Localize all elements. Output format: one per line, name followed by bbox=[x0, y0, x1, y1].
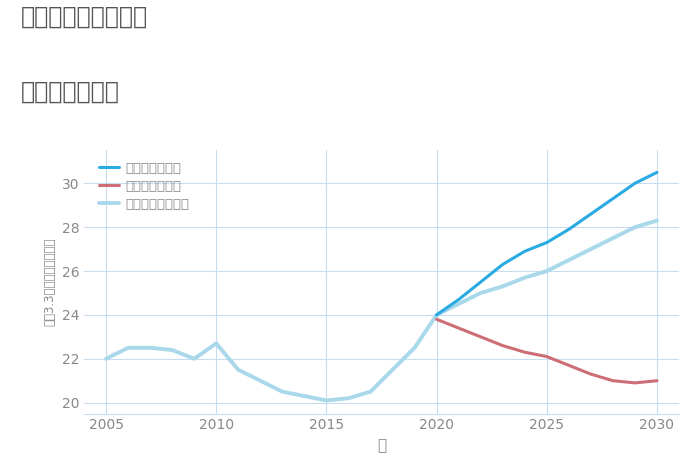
ノーマルシナリオ bbox=[102, 356, 110, 361]
ノーマルシナリオ bbox=[454, 301, 463, 307]
グッドシナリオ bbox=[565, 227, 573, 232]
グッドシナリオ bbox=[498, 262, 507, 267]
ノーマルシナリオ bbox=[190, 356, 198, 361]
ノーマルシナリオ bbox=[542, 268, 551, 274]
バッドシナリオ bbox=[565, 362, 573, 368]
ノーマルシナリオ bbox=[256, 378, 265, 384]
Line: バッドシナリオ: バッドシナリオ bbox=[437, 319, 657, 383]
バッドシナリオ bbox=[631, 380, 639, 386]
バッドシナリオ bbox=[609, 378, 617, 384]
X-axis label: 年: 年 bbox=[377, 438, 386, 453]
ノーマルシナリオ bbox=[366, 389, 375, 394]
ノーマルシナリオ bbox=[300, 393, 309, 399]
ノーマルシナリオ bbox=[521, 275, 529, 281]
ノーマルシナリオ bbox=[212, 341, 220, 346]
バッドシナリオ bbox=[521, 349, 529, 355]
バッドシナリオ bbox=[498, 343, 507, 348]
Line: ノーマルシナリオ: ノーマルシナリオ bbox=[106, 220, 657, 400]
グッドシナリオ bbox=[454, 297, 463, 302]
ノーマルシナリオ bbox=[653, 218, 662, 223]
バッドシナリオ bbox=[433, 316, 441, 322]
Y-axis label: 平（3.3㎡）単価（万円）: 平（3.3㎡）単価（万円） bbox=[43, 238, 56, 326]
グッドシナリオ bbox=[587, 211, 595, 217]
グッドシナリオ bbox=[609, 196, 617, 202]
グッドシナリオ bbox=[433, 312, 441, 318]
グッドシナリオ bbox=[477, 279, 485, 285]
ノーマルシナリオ bbox=[389, 367, 397, 373]
バッドシナリオ bbox=[587, 371, 595, 377]
ノーマルシナリオ bbox=[565, 257, 573, 263]
ノーマルシナリオ bbox=[168, 347, 176, 353]
バッドシナリオ bbox=[542, 354, 551, 360]
ノーマルシナリオ bbox=[344, 395, 353, 401]
ノーマルシナリオ bbox=[146, 345, 154, 351]
グッドシナリオ bbox=[521, 249, 529, 254]
Line: グッドシナリオ: グッドシナリオ bbox=[437, 172, 657, 315]
Legend: グッドシナリオ, バッドシナリオ, ノーマルシナリオ: グッドシナリオ, バッドシナリオ, ノーマルシナリオ bbox=[97, 160, 192, 213]
ノーマルシナリオ bbox=[234, 367, 242, 373]
バッドシナリオ bbox=[454, 325, 463, 331]
Text: 埼玉県熊谷市西城の: 埼玉県熊谷市西城の bbox=[21, 5, 148, 29]
ノーマルシナリオ bbox=[278, 389, 286, 394]
ノーマルシナリオ bbox=[124, 345, 132, 351]
グッドシナリオ bbox=[631, 180, 639, 186]
ノーマルシナリオ bbox=[587, 246, 595, 252]
ノーマルシナリオ bbox=[410, 345, 419, 351]
ノーマルシナリオ bbox=[433, 312, 441, 318]
ノーマルシナリオ bbox=[498, 283, 507, 289]
ノーマルシナリオ bbox=[631, 224, 639, 230]
ノーマルシナリオ bbox=[322, 398, 330, 403]
バッドシナリオ bbox=[477, 334, 485, 340]
グッドシナリオ bbox=[653, 170, 662, 175]
バッドシナリオ bbox=[653, 378, 662, 384]
ノーマルシナリオ bbox=[609, 235, 617, 241]
ノーマルシナリオ bbox=[477, 290, 485, 296]
Text: 土地の価格推移: 土地の価格推移 bbox=[21, 80, 120, 104]
グッドシナリオ bbox=[542, 240, 551, 245]
